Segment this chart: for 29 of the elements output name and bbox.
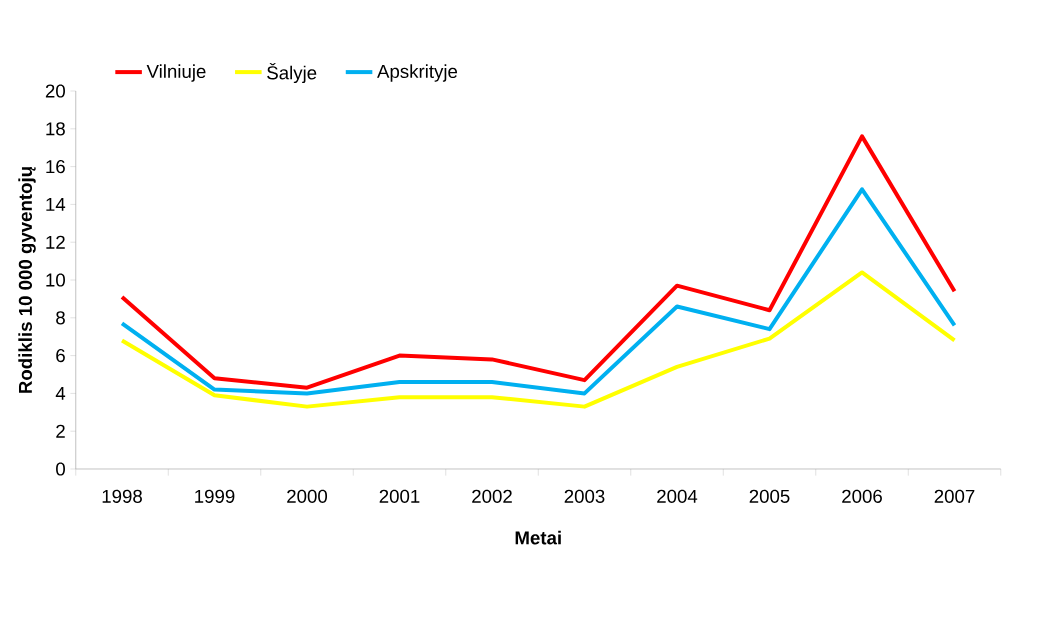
y-tick-label: 2 <box>56 424 65 438</box>
line-series <box>120 134 957 390</box>
x-tick-label: 2001 <box>379 489 420 503</box>
legend-label: Vilniuje <box>146 64 206 82</box>
y-tick-label: 0 <box>56 462 65 476</box>
x-axis-title: Metai <box>515 530 561 545</box>
y-tick-label: 6 <box>56 348 65 363</box>
x-tick-label: 2003 <box>564 489 605 503</box>
x-tick-label: 2000 <box>287 489 328 503</box>
line-series <box>120 187 957 396</box>
y-tick-label: 4 <box>55 386 66 400</box>
x-tick-label: 2006 <box>842 489 882 503</box>
y-tick-label: 18 <box>46 122 65 136</box>
x-tick-label: 2007 <box>934 489 975 503</box>
x-tick-label: 2004 <box>657 489 698 503</box>
y-tick-label: 20 <box>45 84 65 98</box>
y-tick-label: 10 <box>46 273 65 287</box>
y-tick-label: 12 <box>46 235 65 249</box>
y-tick-label: 14 <box>46 197 66 211</box>
x-tick-label: 2005 <box>749 489 790 503</box>
x-tick-label: 2002 <box>472 489 512 503</box>
x-tick-label: 1998 <box>102 489 142 503</box>
y-axis-title: Rodiklis 10 000 gyventojų <box>18 167 36 393</box>
legend-label: Šalyje <box>267 62 317 84</box>
line-series <box>120 270 957 409</box>
y-tick-label: 8 <box>56 311 65 325</box>
legend-label: Apskrityje <box>377 64 458 82</box>
y-tick-label: 16 <box>46 159 65 174</box>
x-tick-label: 1999 <box>195 489 235 503</box>
